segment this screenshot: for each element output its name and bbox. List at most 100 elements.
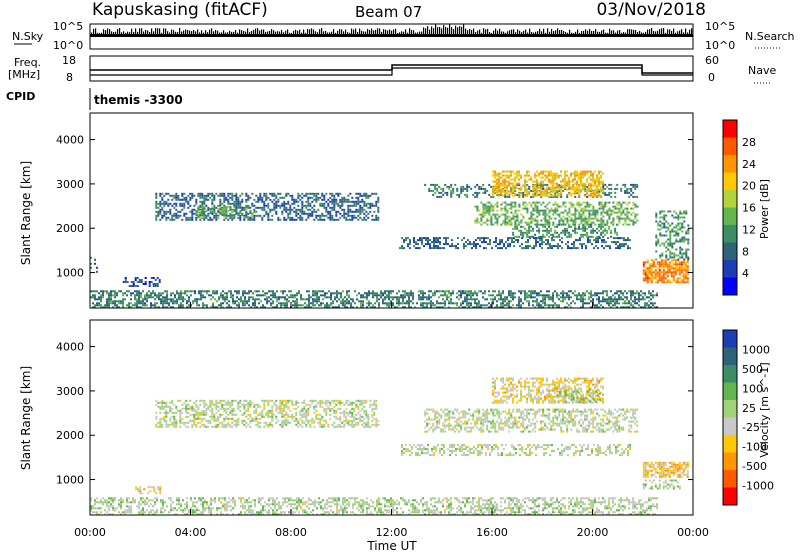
heatmap-cell	[485, 237, 487, 240]
heatmap-cell	[226, 292, 228, 295]
heatmap-cell	[108, 298, 110, 301]
heatmap-cell	[165, 212, 168, 215]
heatmap-cell	[627, 245, 629, 248]
heatmap-cell	[606, 221, 609, 224]
heatmap-cell	[404, 294, 406, 297]
heatmap-cell	[112, 513, 114, 516]
heatmap-cell	[237, 216, 240, 219]
heatmap-cell	[553, 245, 555, 248]
heatmap-cell	[172, 507, 174, 510]
heatmap-cell	[220, 294, 222, 297]
heatmap-cell	[558, 176, 560, 179]
heatmap-cell	[278, 302, 280, 305]
heatmap-cell	[684, 281, 687, 284]
heatmap-cell	[284, 290, 286, 293]
heatmap-cell	[434, 304, 436, 307]
heatmap-cell	[321, 198, 324, 201]
heatmap-cell	[296, 306, 298, 309]
heatmap-cell	[423, 245, 425, 248]
heatmap-cell	[534, 209, 537, 212]
heatmap-cell	[550, 207, 553, 210]
heatmap-cell	[574, 302, 576, 305]
heatmap-cell	[197, 194, 200, 197]
heatmap-cell	[644, 275, 647, 278]
heatmap-cell	[162, 505, 164, 508]
heatmap-cell	[511, 239, 513, 242]
heatmap-cell	[490, 209, 493, 212]
nsky-bar	[587, 30, 589, 36]
heatmap-cell	[567, 245, 569, 248]
heatmap-cell	[584, 209, 587, 212]
heatmap-cell	[535, 239, 537, 242]
heatmap-cell	[494, 217, 497, 220]
heatmap-cell	[219, 198, 222, 201]
heatmap-cell	[152, 513, 154, 516]
heatmap-cell	[540, 195, 543, 198]
heatmap-cell	[518, 306, 520, 309]
heatmap-cell	[668, 281, 671, 284]
heatmap-cell	[510, 192, 512, 195]
heatmap-cell	[574, 227, 577, 230]
heatmap-cell	[548, 170, 550, 173]
heatmap-cell	[506, 174, 508, 177]
heatmap-cell	[607, 237, 609, 240]
heatmap-cell	[450, 294, 452, 297]
heatmap-cell	[275, 212, 278, 215]
heatmap-cell	[266, 296, 268, 299]
heatmap-cell	[157, 214, 160, 217]
heatmap-cell	[162, 302, 164, 305]
heatmap-cell	[606, 294, 608, 297]
heatmap-cell	[584, 302, 586, 305]
heatmap-cell	[681, 230, 684, 233]
heatmap-cell	[544, 170, 546, 173]
nsky-bar	[549, 31, 551, 36]
nsky-bar	[541, 31, 543, 36]
heatmap-cell	[239, 218, 242, 221]
heatmap-cell	[594, 180, 596, 183]
heatmap-cell	[529, 237, 531, 240]
heatmap-cell	[526, 194, 528, 197]
heatmap-cell	[670, 261, 673, 264]
heatmap-cell	[655, 240, 658, 243]
heatmap-cell	[118, 503, 120, 506]
heatmap-cell	[655, 236, 658, 239]
heatmap-cell	[356, 306, 358, 309]
heatmap-cell	[245, 206, 248, 209]
heatmap-cell	[458, 306, 460, 309]
heatmap-cell	[267, 218, 270, 221]
heatmap-cell	[227, 210, 230, 213]
heatmap-cell	[271, 214, 274, 217]
heatmap-cell	[335, 192, 338, 195]
heatmap-cell	[436, 187, 439, 190]
heatmap-cell	[258, 302, 260, 305]
heatmap-cell	[612, 304, 614, 307]
heatmap-cell	[314, 304, 316, 307]
heatmap-cell	[291, 194, 294, 197]
heatmap-cell	[248, 300, 250, 303]
heatmap-cell	[566, 217, 569, 220]
nsky-bar	[369, 29, 371, 36]
heatmap-cell	[554, 193, 557, 196]
heatmap-cell	[648, 265, 651, 268]
heatmap-cell	[134, 294, 136, 297]
heatmap-cell	[482, 292, 484, 295]
heatmap-cell	[514, 178, 516, 181]
nsky-bar	[239, 29, 241, 36]
heatmap-cell	[94, 296, 96, 299]
heatmap-cell	[122, 499, 124, 502]
heatmap-cell	[349, 218, 352, 221]
heatmap-cell	[538, 183, 541, 186]
heatmap-cell	[618, 290, 620, 293]
heatmap-cell	[602, 229, 605, 232]
heatmap-cell	[679, 210, 682, 213]
heatmap-cell	[175, 208, 178, 211]
heatmap-cell	[574, 170, 576, 173]
heatmap-cell	[675, 248, 678, 251]
nsky-bar	[287, 29, 289, 36]
heatmap-cell	[674, 261, 677, 264]
heatmap-cell	[685, 212, 688, 215]
heatmap-cell	[492, 300, 494, 303]
heatmap-cell	[681, 240, 684, 243]
heatmap-cell	[367, 202, 370, 205]
heatmap-cell	[341, 214, 344, 217]
